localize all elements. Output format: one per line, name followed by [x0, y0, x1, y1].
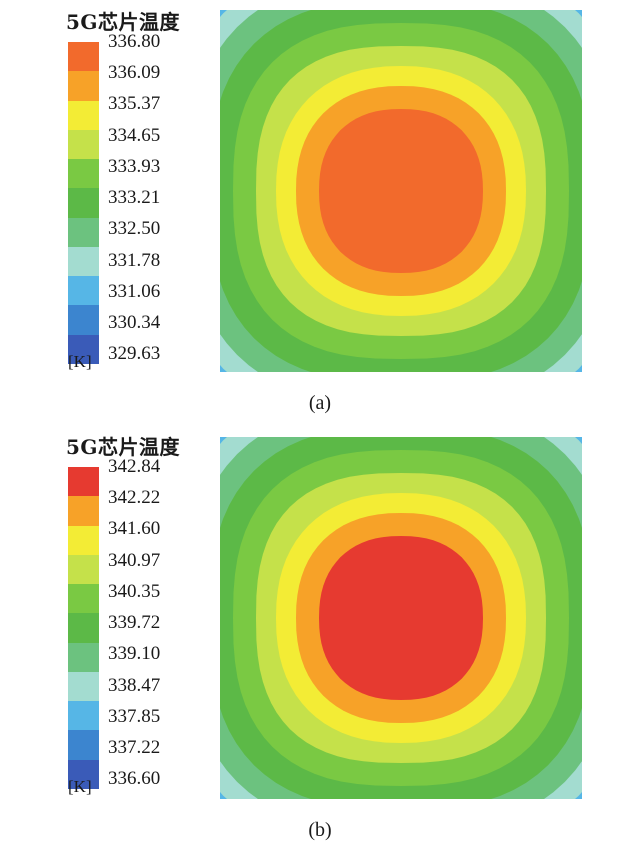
- legend-label-0: 342.84: [108, 456, 161, 477]
- legend-label-3: 334.65: [108, 124, 161, 146]
- legend-unit: [K]: [68, 777, 92, 796]
- legend-swatch-6: [68, 642, 99, 673]
- legend-swatch-10: [68, 759, 99, 790]
- legend-label-9: 330.34: [108, 312, 161, 334]
- legend-swatch-0: [68, 42, 99, 72]
- legend-swatch-4: [68, 584, 99, 614]
- legend-title: 5G芯片温度: [66, 10, 180, 34]
- panel-caption: (b): [308, 819, 332, 841]
- legend-label-0: 336.80: [108, 31, 161, 52]
- legend-swatch-3: [68, 554, 99, 585]
- legend-swatch-7: [68, 246, 99, 277]
- legend-swatch-2: [68, 100, 99, 131]
- color-legend: [68, 42, 99, 365]
- legend-swatch-1: [68, 496, 99, 527]
- legend-swatch-5: [68, 188, 99, 219]
- legend-label-2: 341.60: [108, 518, 161, 540]
- legend-swatch-6: [68, 217, 99, 248]
- legend-label-10: 336.60: [108, 768, 161, 790]
- legend-label-6: 332.50: [108, 218, 161, 240]
- color-legend: [68, 467, 99, 790]
- contour-band-0: [319, 109, 483, 273]
- legend-swatch-1: [68, 71, 99, 102]
- legend-unit: [K]: [68, 352, 92, 371]
- legend-label-6: 339.10: [108, 643, 161, 665]
- chart-panel-b: 5G芯片温度 342.84 342.22 341.60 340.97 340.35 339…: [0, 425, 640, 850]
- chart-panel-a: 5G芯片温度 336.80 336.09 335.37 334.65 333.93 333…: [0, 0, 640, 420]
- legend-swatch-10: [68, 334, 99, 365]
- legend-swatch-2: [68, 525, 99, 556]
- legend-swatch-9: [68, 730, 99, 761]
- temperature-heatmap: [220, 437, 582, 799]
- legend-swatch-5: [68, 613, 99, 644]
- legend-swatch-8: [68, 701, 99, 731]
- legend-label-8: 337.85: [108, 705, 161, 727]
- panel-caption: (a): [308, 392, 332, 414]
- legend-swatch-9: [68, 305, 99, 336]
- legend-label-3: 340.97: [108, 549, 161, 571]
- legend-label-7: 338.47: [108, 674, 161, 696]
- legend-label-4: 340.35: [108, 580, 161, 602]
- legend-label-9: 337.22: [108, 737, 161, 759]
- legend-label-4: 333.93: [108, 155, 161, 177]
- legend-label-5: 333.21: [108, 187, 161, 209]
- legend-label-5: 339.72: [108, 612, 161, 634]
- legend-label-8: 331.06: [108, 280, 161, 302]
- legend-swatch-3: [68, 129, 99, 160]
- legend-swatch-4: [68, 159, 99, 189]
- legend-label-1: 336.09: [108, 62, 161, 84]
- legend-label-1: 342.22: [108, 487, 161, 509]
- legend-label-10: 329.63: [108, 343, 161, 365]
- legend-label-7: 331.78: [108, 249, 161, 271]
- legend-title: 5G芯片温度: [66, 435, 180, 459]
- legend-swatch-8: [68, 276, 99, 306]
- temperature-heatmap: [220, 10, 582, 372]
- contour-band-0: [319, 536, 483, 700]
- legend-swatch-7: [68, 671, 99, 702]
- legend-swatch-0: [68, 467, 99, 497]
- legend-label-2: 335.37: [108, 93, 161, 115]
